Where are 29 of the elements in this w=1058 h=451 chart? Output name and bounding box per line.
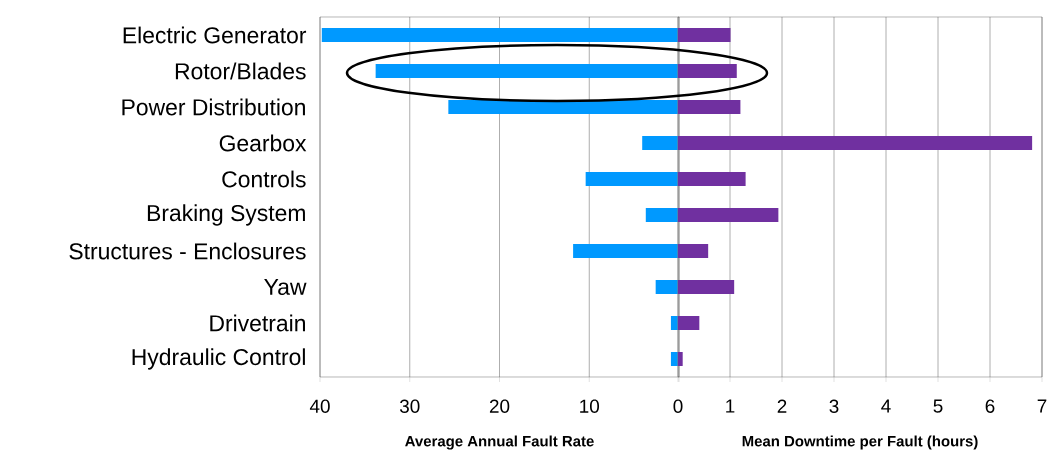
- y-tick-label: Electric Generator: [123, 26, 307, 44]
- x-tick-label: 4: [881, 399, 891, 413]
- y-tick-label: Gearbox: [219, 134, 307, 152]
- x-tick-label: 7: [1037, 399, 1047, 413]
- y-tick-label: Braking System: [147, 204, 305, 226]
- bar: [678, 28, 731, 42]
- x-tick-label: 6: [985, 399, 995, 413]
- bar: [678, 243, 709, 258]
- bar: [678, 64, 737, 78]
- x-tick-label: 5: [933, 399, 943, 413]
- x-tick-label: 3: [829, 399, 839, 413]
- x-tick-label: 30: [399, 399, 420, 413]
- y-tick-label: Controls: [222, 170, 306, 188]
- y-tick-label: Structures - Enclosures: [69, 242, 306, 260]
- y-tick-label: Rotor/Blades: [175, 62, 306, 80]
- x-axis-title: Mean Downtime per Fault (hours): [742, 435, 978, 450]
- y-tick-label: Hydraulic Control: [132, 348, 305, 370]
- bar: [642, 135, 679, 150]
- x-tick-label: 0: [673, 399, 683, 413]
- bar: [678, 99, 741, 114]
- y-tick-label: Drivetrain: [210, 314, 305, 332]
- x-tick-label: 40: [309, 399, 330, 413]
- y-tick-label: Power Distribution: [122, 98, 305, 116]
- x-tick-label: 20: [489, 399, 510, 413]
- x-tick-label: 1: [726, 399, 735, 413]
- x-axis-title: Average Annual Fault Rate: [405, 435, 594, 450]
- x-tick-label: 10: [580, 399, 600, 413]
- x-tick-label: 2: [777, 399, 787, 413]
- y-tick-label: Yaw: [264, 279, 307, 295]
